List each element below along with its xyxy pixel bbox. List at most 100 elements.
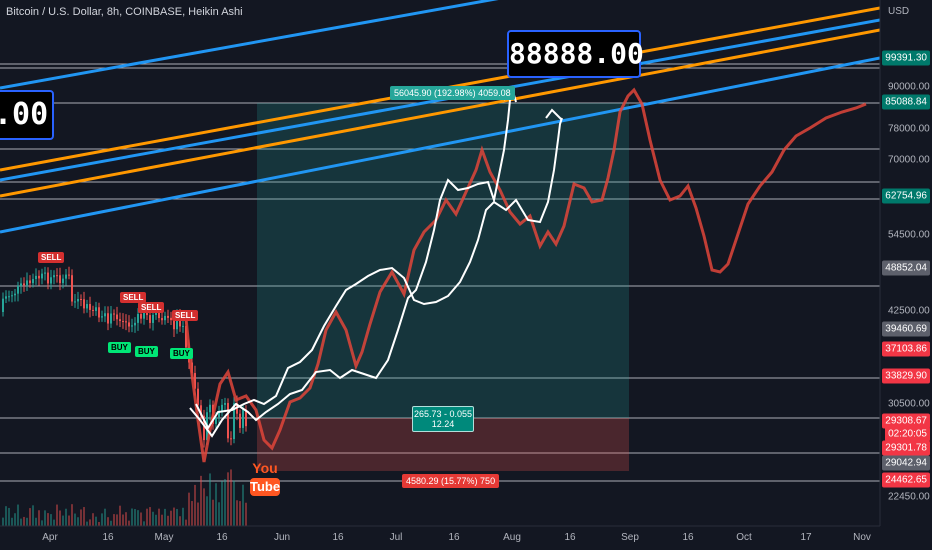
candle-body	[95, 307, 97, 311]
candle-body	[167, 315, 169, 318]
candle-body	[92, 309, 94, 311]
candle-body	[170, 317, 172, 321]
projection-white-path-2	[195, 117, 563, 431]
volume-bar	[92, 513, 94, 526]
volume-bar	[41, 520, 43, 526]
sell-signal: SELL	[138, 302, 165, 313]
loss-stats-chip: 4580.29 (15.77%) 750	[402, 474, 500, 488]
candle-body	[62, 278, 64, 284]
candle-body	[68, 274, 70, 276]
volume-bar	[137, 510, 139, 526]
price-label: 39460.69	[882, 321, 930, 337]
volume-bar	[11, 517, 13, 526]
candle-body	[8, 296, 10, 298]
volume-bar	[215, 483, 217, 526]
volume-bars	[2, 469, 247, 526]
volume-bar	[155, 514, 157, 526]
candle-body	[143, 312, 145, 319]
left-price-callout[interactable]: .00	[0, 90, 54, 140]
price-label: 37103.86	[882, 341, 930, 357]
volume-bar	[80, 509, 82, 526]
target-price-callout[interactable]: 88888.00	[507, 30, 644, 78]
candle-body	[245, 409, 247, 427]
channel-line-blue	[0, 18, 880, 182]
volume-bar	[125, 512, 127, 526]
volume-bar	[239, 501, 241, 526]
volume-bar	[161, 514, 163, 526]
candle-body	[38, 275, 40, 279]
projection-white-path-1	[189, 91, 513, 438]
candle-body	[197, 388, 199, 406]
candle-body	[59, 275, 61, 284]
volume-bar	[218, 502, 220, 526]
candle-body	[35, 275, 37, 280]
candle-body	[80, 299, 82, 301]
candle-body	[215, 417, 217, 424]
volume-bar	[2, 517, 4, 526]
time-tick: 17	[800, 532, 812, 543]
candle-body	[182, 325, 184, 327]
volume-bar	[200, 475, 202, 526]
candle-body	[224, 403, 226, 405]
entry-stats-box: 265.73 - 0.055 12.24	[412, 406, 474, 432]
price-tick: 42500.00	[888, 305, 930, 317]
price-label: 02:20:05	[885, 426, 930, 442]
volume-bar	[113, 514, 115, 526]
volume-bar	[170, 510, 172, 526]
volume-bar	[86, 521, 88, 526]
candle-body	[44, 272, 46, 274]
candle-body	[47, 272, 49, 284]
volume-bar	[236, 500, 238, 526]
time-tick: Nov	[853, 532, 871, 543]
candle-body	[53, 275, 55, 278]
candle-body	[122, 320, 124, 322]
volume-bar	[173, 507, 175, 526]
volume-bar	[116, 514, 118, 526]
candle-body	[140, 313, 142, 319]
arrowhead-2	[545, 108, 563, 121]
candle-body	[125, 321, 127, 323]
entry-stats-line1: 265.73 - 0.055	[413, 409, 473, 419]
time-tick: Aug	[503, 532, 521, 543]
candle-body	[146, 312, 148, 316]
volume-bar	[14, 513, 16, 526]
entry-stats-line2: 12.24	[431, 419, 455, 429]
price-label: 29308.67	[882, 413, 930, 429]
volume-bar	[50, 514, 52, 526]
candle-body	[128, 322, 130, 327]
buy-signal: BUY	[135, 346, 158, 357]
candle-body	[113, 313, 115, 315]
time-tick: Jun	[273, 532, 291, 543]
candle-body	[50, 277, 52, 284]
candle-body	[221, 404, 223, 413]
candle-body	[209, 404, 211, 413]
price-label: 85088.84	[882, 94, 930, 110]
candle-body	[2, 298, 4, 312]
candle-body	[86, 304, 88, 309]
candle-body	[176, 314, 178, 330]
candle-body	[233, 403, 235, 440]
price-label: 62754.96	[882, 188, 930, 204]
volume-bar	[149, 507, 151, 526]
candle-body	[41, 273, 43, 279]
candle-body	[71, 275, 73, 302]
volume-bar	[224, 479, 226, 526]
volume-bar	[197, 502, 199, 526]
volume-bar	[5, 506, 7, 526]
candle-body	[218, 412, 220, 418]
sell-signal: SELL	[120, 292, 147, 303]
candle-body	[23, 283, 25, 286]
candle-body	[173, 320, 175, 330]
candle-body	[161, 318, 163, 321]
sell-signal: SELL	[38, 252, 65, 263]
volume-bar	[122, 514, 124, 526]
volume-bar	[74, 513, 76, 526]
currency-label: USD	[888, 6, 910, 17]
volume-bar	[104, 508, 106, 526]
candle-body	[200, 405, 202, 416]
candle-body	[107, 313, 109, 324]
candle-body	[155, 311, 157, 315]
volume-bar	[227, 472, 229, 526]
price-label: 24462.65	[882, 472, 930, 488]
